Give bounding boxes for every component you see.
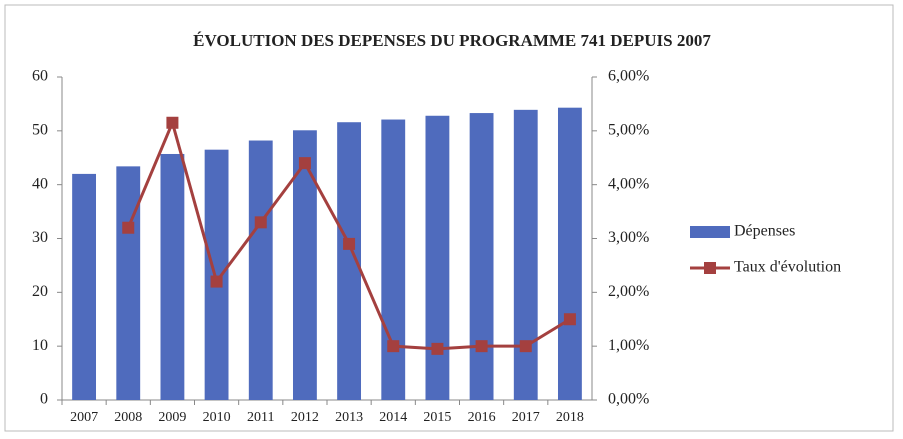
line-marker (387, 340, 400, 353)
y2-tick-label: 2,00% (608, 283, 649, 300)
line-marker (475, 340, 488, 353)
bar (381, 119, 406, 401)
y2-tick-label: 3,00% (608, 229, 649, 246)
bar (425, 115, 450, 400)
chart-title: ÉVOLUTION DES DEPENSES DU PROGRAMME 741 … (193, 31, 711, 50)
y-tick-label: 0 (40, 391, 48, 408)
y-tick-label: 30 (32, 229, 48, 246)
x-tick-label: 2012 (291, 410, 319, 425)
x-tick-label: 2016 (468, 410, 496, 425)
x-tick-label: 2011 (247, 410, 274, 425)
x-tick-label: 2009 (158, 410, 186, 425)
x-tick-label: 2018 (556, 410, 584, 425)
x-tick-label: 2010 (203, 410, 231, 425)
bar (513, 109, 538, 401)
legend-marker (704, 262, 716, 274)
y2-tick-label: 1,00% (608, 337, 649, 354)
bar (337, 122, 362, 400)
bar (248, 140, 273, 401)
line-marker (343, 237, 356, 250)
line-marker (122, 221, 135, 234)
bar (557, 107, 582, 400)
line-marker (254, 216, 267, 229)
y2-tick-label: 4,00% (608, 175, 649, 192)
line-marker (563, 313, 576, 326)
bar (116, 166, 141, 400)
legend-swatch (690, 226, 730, 238)
line-marker (210, 275, 223, 288)
line-marker (166, 116, 179, 129)
legend-label: Dépenses (734, 223, 795, 240)
x-tick-label: 2017 (512, 410, 540, 425)
y-tick-label: 60 (32, 68, 48, 85)
legend-label: Taux d'évolution (734, 259, 841, 276)
y-tick-label: 10 (32, 337, 48, 354)
bar (160, 153, 185, 400)
x-tick-label: 2013 (335, 410, 363, 425)
x-tick-label: 2015 (423, 410, 451, 425)
bar (469, 113, 494, 401)
x-tick-label: 2008 (114, 410, 142, 425)
x-tick-label: 2007 (70, 410, 98, 425)
y2-tick-label: 5,00% (608, 122, 649, 139)
y-tick-label: 20 (32, 283, 48, 300)
y2-tick-label: 6,00% (608, 68, 649, 85)
bar (204, 149, 229, 400)
bar (292, 130, 317, 401)
line-marker (298, 157, 311, 170)
bar (72, 173, 97, 400)
x-tick-label: 2014 (379, 410, 407, 425)
line-marker (431, 342, 444, 355)
y-tick-label: 40 (32, 175, 48, 192)
line-marker (519, 340, 532, 353)
y-tick-label: 50 (32, 122, 48, 139)
y2-tick-label: 0,00% (608, 391, 649, 408)
